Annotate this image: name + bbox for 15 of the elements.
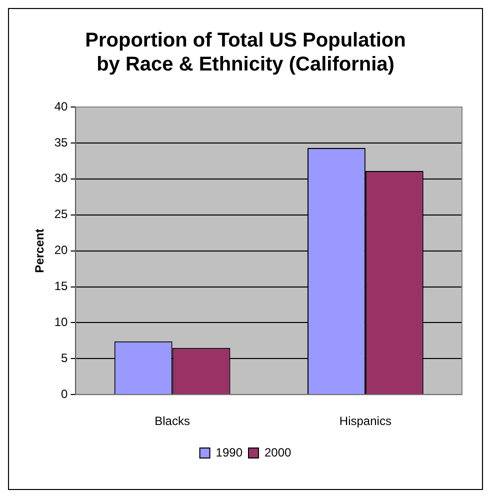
legend-label: 1990 bbox=[216, 445, 243, 460]
chart-title: Proportion of Total US Population by Race & Ethnicity (California) bbox=[85, 30, 406, 76]
y-tick-label: 0 bbox=[61, 386, 68, 401]
x-tick-label: Hispanics bbox=[339, 414, 392, 428]
y-axis-title: Percent bbox=[32, 228, 47, 273]
x-tick-label: Blacks bbox=[154, 414, 190, 428]
y-tick-label: 20 bbox=[54, 243, 68, 258]
legend-label: 2000 bbox=[264, 445, 292, 460]
y-tick-label: 30 bbox=[54, 171, 68, 186]
y-tick-label: 5 bbox=[61, 350, 68, 365]
y-tick-label: 40 bbox=[54, 99, 68, 114]
y-tick-label: 25 bbox=[54, 207, 68, 222]
y-tick-label: 35 bbox=[54, 135, 68, 150]
y-tick-label: 10 bbox=[54, 315, 68, 330]
y-tick-label: 15 bbox=[54, 279, 68, 294]
